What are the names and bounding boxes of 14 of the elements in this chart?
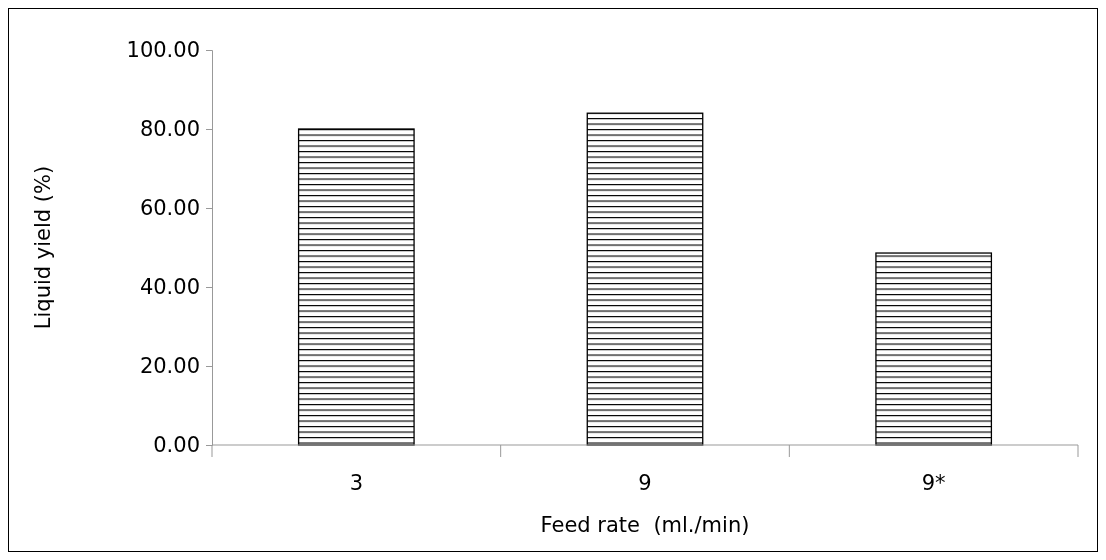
x-axis-title: Feed rate (ml./min) (540, 513, 750, 537)
x-tick-label: 9* (921, 471, 946, 495)
bar (297, 128, 415, 446)
y-tick-label: 20.00 (139, 354, 200, 379)
y-axis-title: Liquid yield (%) (31, 165, 55, 330)
y-tick-label: 100.00 (126, 38, 200, 63)
y-tick-label: 80.00 (139, 117, 200, 142)
bar (586, 112, 704, 446)
bar (875, 252, 993, 446)
x-tick-label: 3 (349, 471, 364, 495)
y-tick-label: 60.00 (139, 196, 200, 221)
y-tick-label: 0.00 (153, 433, 200, 458)
y-tick-label: 40.00 (139, 275, 200, 300)
x-tick-label: 9 (638, 471, 652, 495)
